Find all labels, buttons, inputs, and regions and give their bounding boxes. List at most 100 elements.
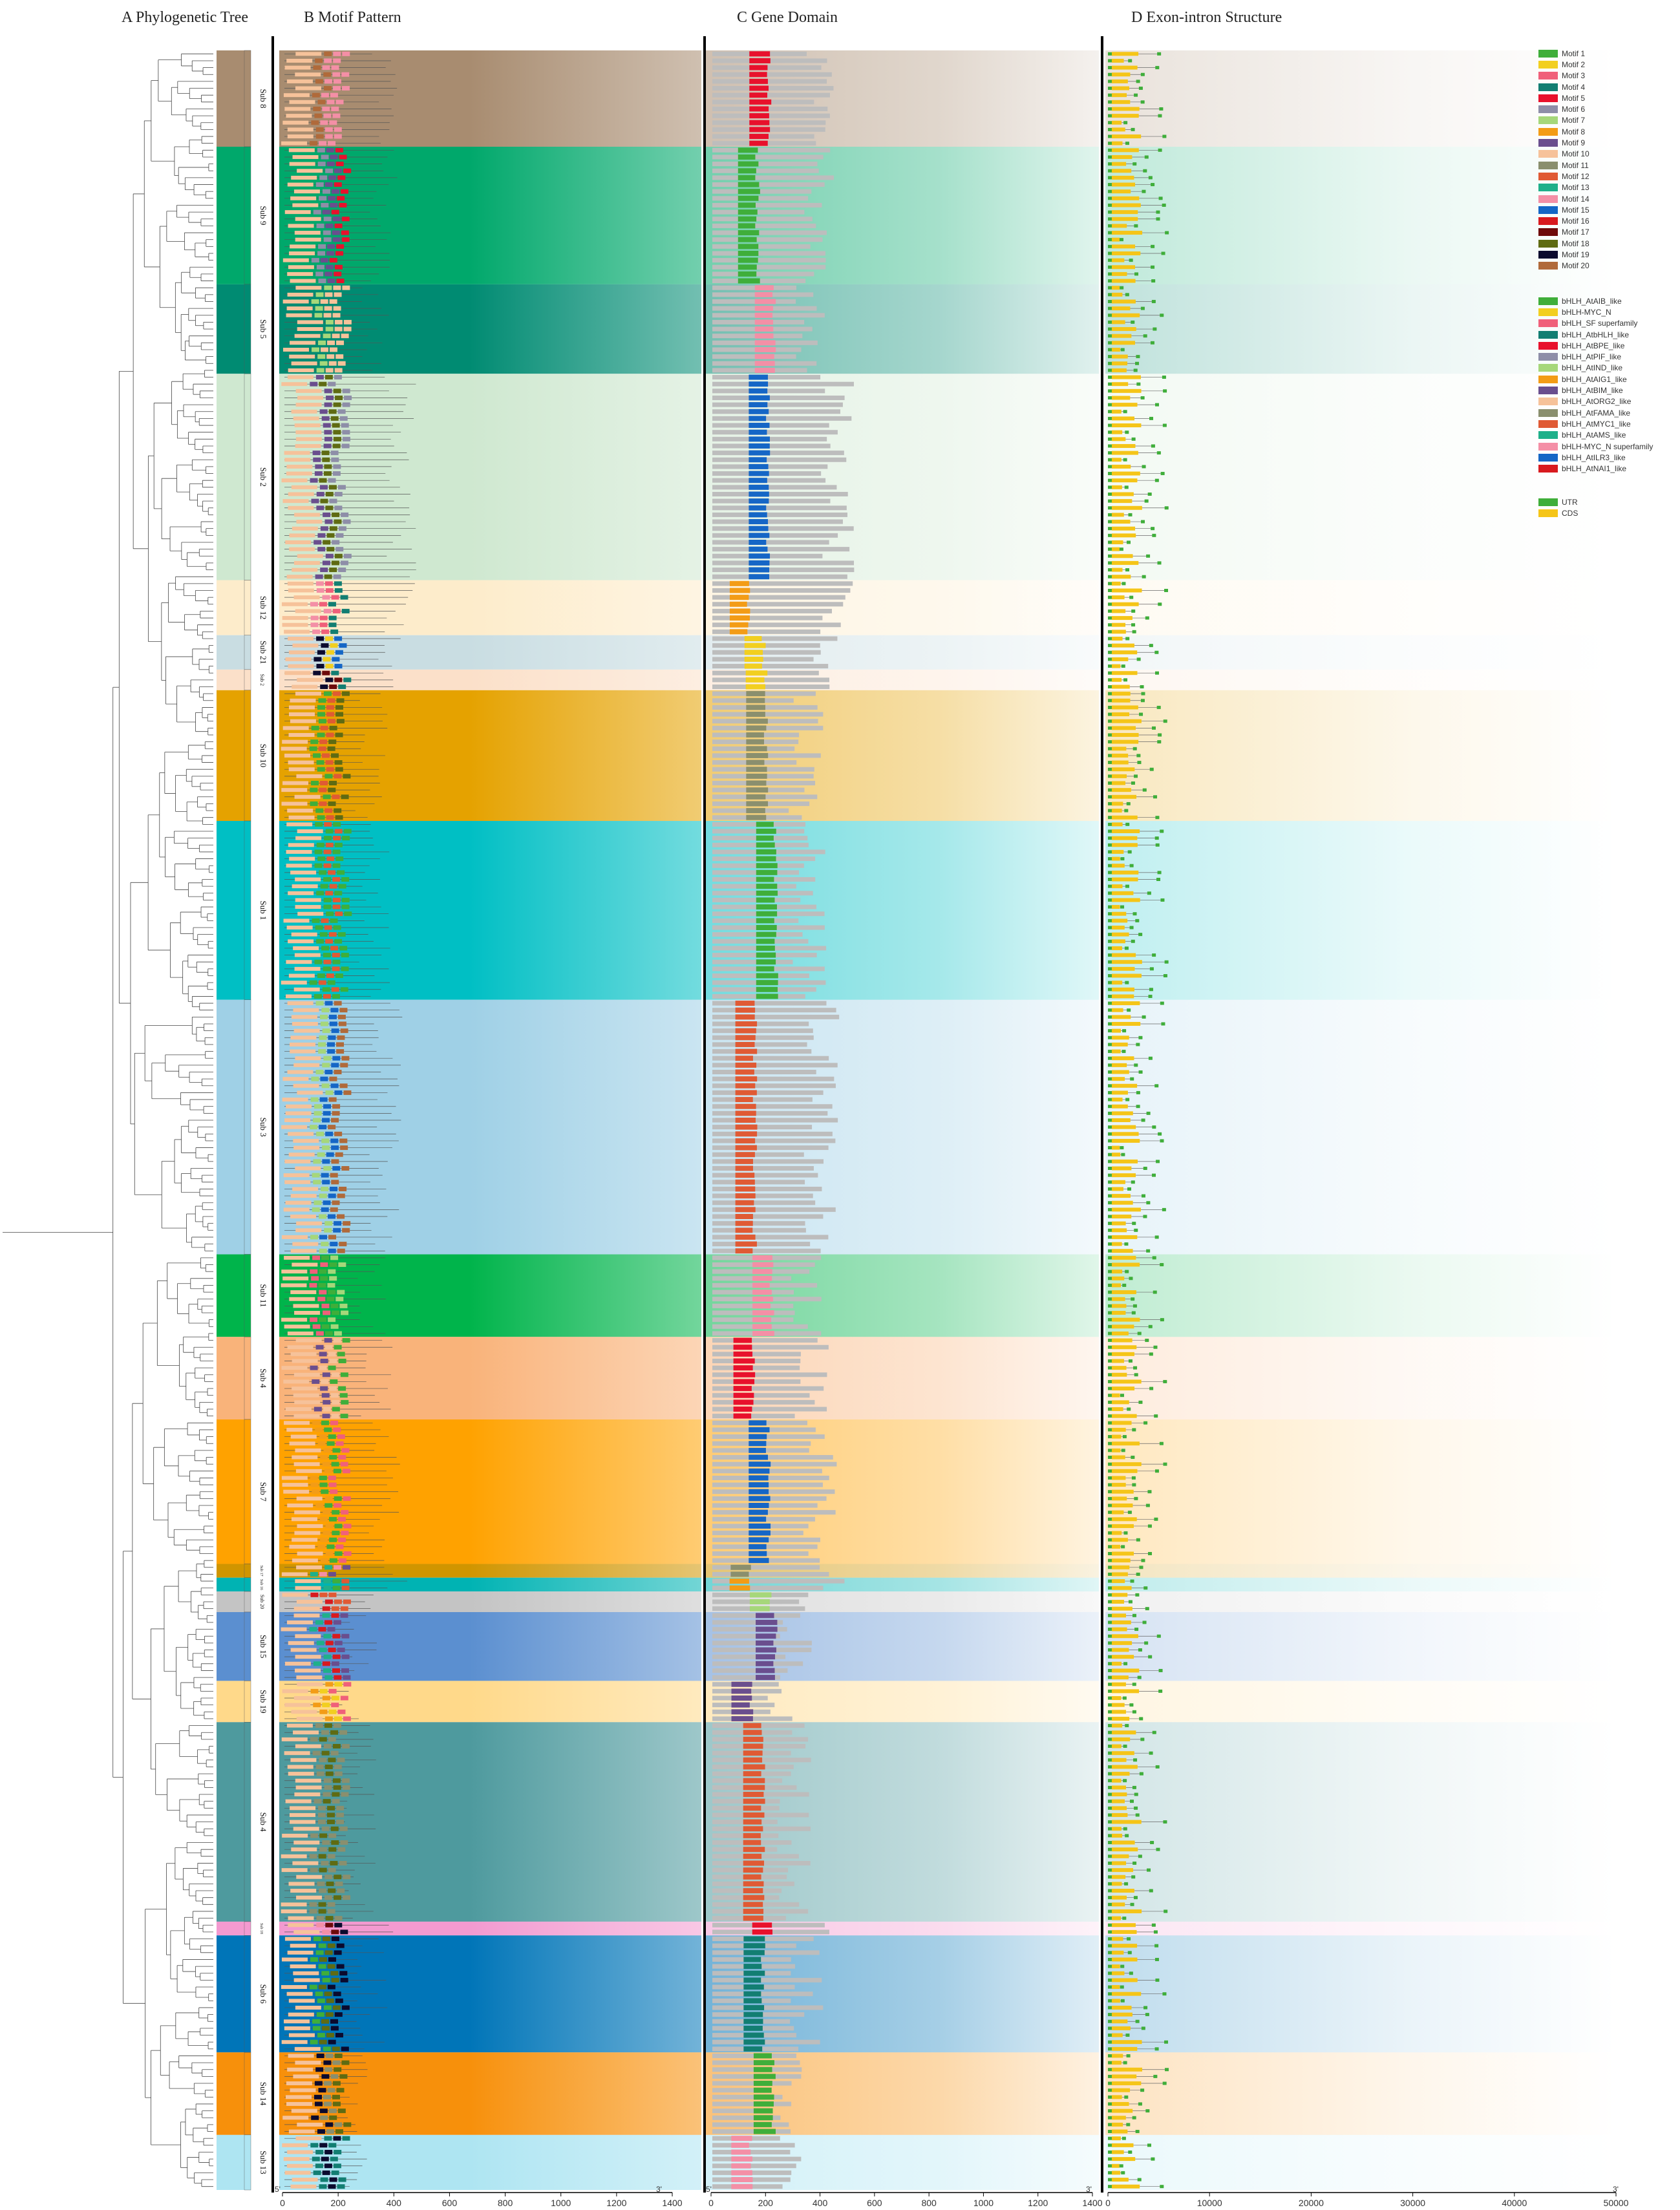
domain-box xyxy=(735,1220,753,1226)
cds-box xyxy=(1112,822,1123,827)
domain-box xyxy=(749,526,769,531)
utr-box xyxy=(1108,1751,1112,1755)
domain-box xyxy=(731,2177,753,2183)
utr-box xyxy=(1108,1297,1112,1301)
cds-box xyxy=(1112,781,1125,785)
utr-box xyxy=(1149,1751,1153,1755)
utr-box xyxy=(1120,1394,1124,1397)
motif-box xyxy=(316,939,324,944)
domain-backbone xyxy=(712,1407,827,1412)
motif-box xyxy=(326,767,334,772)
utr-box xyxy=(1134,1628,1139,1631)
motif-box xyxy=(297,320,323,324)
cds-box xyxy=(1112,1778,1122,1783)
motif-box xyxy=(328,1248,336,1253)
cds-box xyxy=(1112,299,1136,304)
cds-box xyxy=(1112,2157,1136,2162)
utr-box xyxy=(1108,376,1112,379)
utr-box xyxy=(1162,2081,1167,2085)
utr-box xyxy=(1124,946,1129,950)
motif-box xyxy=(288,767,315,772)
cds-box xyxy=(1112,1421,1132,1425)
motif-box xyxy=(290,244,316,249)
domain-box xyxy=(735,1083,756,1089)
motif-box xyxy=(323,471,332,476)
motif-box xyxy=(336,1049,345,1054)
motif-box xyxy=(325,891,334,896)
domain-box xyxy=(746,780,767,786)
legend-item: bHLH-MYC_N xyxy=(1538,306,1653,317)
cds-box xyxy=(1112,1235,1138,1239)
motif-box xyxy=(335,973,343,978)
motif-box xyxy=(324,1764,333,1769)
motif-box xyxy=(328,196,336,201)
motif-band xyxy=(279,147,701,284)
motif-box xyxy=(323,2101,332,2107)
cds-box xyxy=(1112,877,1138,882)
motif-box xyxy=(333,51,341,56)
utr-box xyxy=(1108,1256,1112,1260)
subfamily-label: Sub 9 xyxy=(259,206,268,225)
domain-box xyxy=(753,2053,772,2059)
motif-box xyxy=(295,1338,322,1343)
utr-box xyxy=(1108,1283,1112,1287)
utr-box xyxy=(1127,1187,1132,1191)
domain-backbone xyxy=(712,72,832,77)
motif-box xyxy=(321,416,330,421)
motif-box xyxy=(334,168,343,173)
motif-box xyxy=(320,1262,328,1268)
motif-box xyxy=(326,911,334,917)
motif-box xyxy=(334,588,343,593)
motif-box xyxy=(334,1771,343,1776)
domain-box xyxy=(743,1984,764,1990)
motif-box xyxy=(287,581,314,586)
utr-box xyxy=(1108,389,1112,393)
domain-box xyxy=(756,1675,775,1681)
legend-item: bHLH_AtAIB_like xyxy=(1538,295,1653,306)
motif-box xyxy=(315,79,323,84)
motif-box xyxy=(310,1833,319,1838)
motif-box xyxy=(321,1008,330,1013)
motif-box xyxy=(297,396,324,400)
motif-box xyxy=(286,114,312,118)
motif-box xyxy=(342,2136,350,2141)
motif-box xyxy=(338,568,346,573)
domain-backbone xyxy=(712,712,824,717)
motif-box xyxy=(332,230,340,235)
motif-box xyxy=(328,1516,337,1522)
domain-box xyxy=(749,553,771,559)
motif-box xyxy=(316,664,324,669)
motif-box xyxy=(295,836,322,840)
domain-box xyxy=(749,505,767,511)
cds-box xyxy=(1112,1393,1120,1397)
motif-box xyxy=(330,2074,339,2079)
motif-box xyxy=(295,1586,321,1590)
cds-box xyxy=(1112,1978,1138,1982)
motif-box xyxy=(327,244,335,249)
cds-box xyxy=(1112,2026,1131,2030)
cds-box xyxy=(1112,1469,1138,1473)
motif-box xyxy=(320,1386,328,1391)
utr-box xyxy=(1154,1957,1159,1961)
utr-box xyxy=(1140,1737,1145,1741)
legend-label: bHLH_AtFAMA_like xyxy=(1562,408,1631,418)
cds-box xyxy=(1112,114,1139,118)
motif-box xyxy=(296,1600,323,1604)
motif-box xyxy=(310,478,318,483)
domain-backbone xyxy=(712,519,843,524)
cds-box xyxy=(1112,1331,1129,1335)
motif-box xyxy=(319,1475,327,1480)
motif-box xyxy=(321,753,330,758)
utr-box xyxy=(1154,478,1159,482)
utr-box xyxy=(1134,1806,1138,1810)
cds-box xyxy=(1112,1118,1131,1122)
utr-box xyxy=(1164,1909,1168,1913)
utr-box xyxy=(1108,279,1112,283)
utr-box xyxy=(1108,1552,1112,1556)
motif-box xyxy=(292,1387,318,1391)
motif-box xyxy=(288,636,314,641)
legend-item: Motif 20 xyxy=(1538,260,1590,271)
motif-box xyxy=(282,299,309,304)
motif-box xyxy=(333,574,341,579)
utr-box xyxy=(1131,1297,1135,1301)
